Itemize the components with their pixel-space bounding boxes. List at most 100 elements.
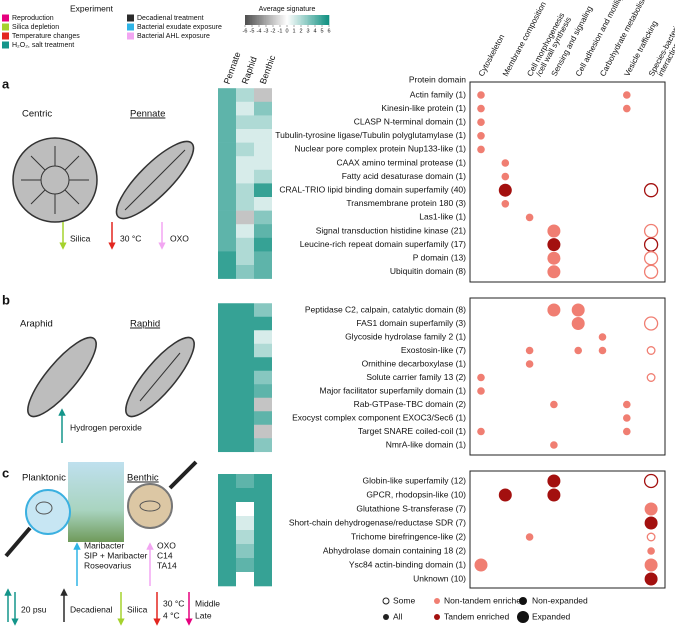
colorbar-segment (257, 15, 260, 25)
colorbar-segment (299, 15, 302, 25)
dot (477, 373, 485, 382)
colorbar-segment (264, 15, 267, 25)
dot (643, 183, 659, 198)
legend-label: Some (393, 595, 415, 605)
domain-label: Major facilitator superfamily domain (1) (320, 385, 467, 395)
colorbar-segment (296, 15, 299, 25)
dot (643, 223, 659, 239)
colorbar-segment (247, 15, 250, 25)
dot (646, 532, 656, 542)
heatmap-cell (236, 530, 254, 545)
legend-marker (517, 611, 529, 623)
heatmap-cell (254, 224, 272, 239)
label: Hydrogen peroxide (70, 422, 142, 432)
colorbar-segment (275, 15, 278, 25)
heatmap-cell (254, 438, 272, 453)
heatmap-cell (254, 474, 272, 489)
domain-label: NmrA-like domain (1) (386, 439, 466, 449)
dot (498, 183, 512, 197)
heatmap-cell (254, 101, 272, 116)
heatmap-cell (218, 115, 236, 130)
legend-label: All (393, 611, 403, 621)
label: C14 (157, 550, 173, 560)
colorbar-tick-label: 4 (313, 28, 316, 34)
heatmap-cell (218, 343, 236, 358)
heatmap-cell (218, 303, 236, 318)
colorbar-segment (246, 15, 249, 25)
legend-label: Decadienal treatment (137, 15, 204, 22)
heatmap-cell (236, 474, 254, 489)
colorbar-title: Average signature (259, 6, 316, 13)
domain-label: CRAL-TRIO lipid binding domain superfami… (279, 184, 466, 194)
heatmap-cell (218, 572, 236, 587)
label: Silica (70, 233, 91, 243)
legend-label: Reproduction (12, 15, 54, 22)
dot (574, 346, 582, 355)
colorbar-segment (281, 15, 284, 25)
heatmap-cell (254, 251, 272, 266)
dot (477, 91, 485, 99)
dot (498, 488, 512, 502)
label: Silica (127, 604, 148, 614)
colorbar-segment (260, 15, 263, 25)
domain-label: Las1-like (1) (419, 212, 466, 222)
panel-a-illustration: a Centric Pennate Silica 30 °C OXO (2, 76, 195, 250)
colorbar-segment (280, 15, 282, 25)
heatmap-cell (218, 474, 236, 489)
heatmap-cell (236, 142, 254, 157)
colorbar-segment (327, 15, 330, 25)
domain-label: Solute carrier family 13 (2) (366, 372, 466, 382)
domain-label: GPCR, rhodopsin-like (10) (366, 489, 466, 499)
heatmap-cell (254, 169, 272, 184)
legend-marker (519, 597, 527, 605)
legend-label: Temperature changes (12, 33, 80, 40)
legend-swatch (2, 23, 9, 31)
heatmap-cell (236, 303, 254, 318)
domain-label: Ornithine decarboxylase (1) (362, 358, 467, 368)
domain-label: Kinesin-like protein (1) (381, 103, 466, 113)
panel-c-illustration: c Planktonic Benthic Maribacter SIP + Ma… (2, 460, 220, 626)
dot (571, 317, 585, 330)
heatmap-cell (254, 530, 272, 545)
colorbar-segment (267, 15, 270, 25)
heatmap-cell (218, 488, 236, 503)
colorbar-segment (282, 15, 285, 25)
legend-swatch (127, 23, 134, 31)
colorbar-segment (305, 15, 307, 25)
colorbar-segment (310, 15, 313, 25)
colorbar-segment (285, 15, 288, 25)
legend-swatch (2, 32, 9, 40)
dot (477, 104, 485, 113)
domain-label: Signal transduction histidine kinase (21… (316, 225, 466, 235)
colorbar-segment (261, 15, 264, 25)
colorbar-segment (313, 15, 316, 25)
domain-label: CLASP N-terminal domain (1) (354, 116, 466, 126)
heatmap-cell (254, 502, 272, 517)
colorbar-segment (273, 15, 275, 25)
legend-label: Bacterial AHL exposure (137, 33, 210, 40)
dot (644, 516, 658, 530)
colorbar-segment (266, 15, 268, 25)
heatmap-cell (236, 411, 254, 426)
domain-label: Unknown (10) (413, 573, 466, 583)
heatmap-cell (218, 330, 236, 345)
heatmap-cell (218, 544, 236, 559)
domain-label: CAAX amino terminal protease (1) (337, 157, 467, 167)
colorbar-segment (319, 15, 321, 25)
heatmap-cell (218, 411, 236, 426)
colorbar-segment (317, 15, 320, 25)
colorbar-tick-label: 1 (292, 28, 295, 34)
colorbar-segment (322, 15, 324, 25)
legend-label: Non-expanded (532, 595, 588, 605)
legend-marker (382, 597, 390, 605)
heatmap-cell (254, 183, 272, 198)
heatmap-cell (254, 424, 272, 439)
legend-label: Bacterial exudate exposure (137, 24, 222, 31)
heatmap-cell (236, 572, 254, 587)
heatmap-cell (254, 129, 272, 143)
label: Maribacter (84, 540, 124, 550)
heatmap-cell (218, 169, 236, 184)
dot (501, 172, 510, 181)
domain-label: Transmembrane protein 180 (3) (346, 198, 466, 208)
label: Pennate (130, 109, 165, 120)
